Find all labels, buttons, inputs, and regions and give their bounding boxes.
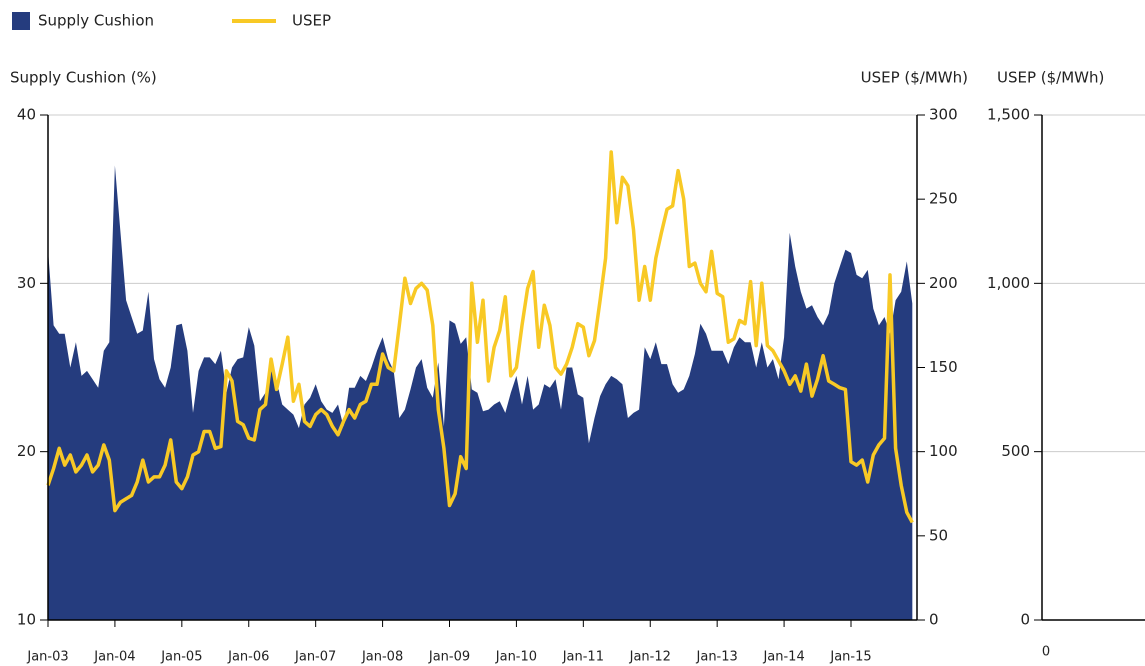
legend-label: Supply Cushion bbox=[38, 12, 154, 30]
y2-tick-label: 200 bbox=[929, 274, 958, 292]
y-tick-label: 40 bbox=[17, 106, 36, 124]
x-tick-label: Jan-04 bbox=[93, 650, 135, 665]
y-axis-title: Supply Cushion (%) bbox=[10, 69, 157, 87]
x-tick-label: Jan-14 bbox=[762, 650, 804, 665]
x-tick-label: 0 bbox=[1042, 645, 1050, 660]
x-tick-label: Jan-05 bbox=[160, 650, 202, 665]
x-tick-label: Jan-11 bbox=[562, 650, 604, 665]
y-tick-label: 10 bbox=[17, 611, 36, 629]
y2-tick-label: 150 bbox=[929, 358, 958, 376]
y2-tick-label: 50 bbox=[929, 526, 948, 544]
y2-tick-label: 0 bbox=[929, 611, 939, 629]
y-axis-title: USEP ($/MWh) bbox=[997, 69, 1104, 87]
x-tick-label: Jan-13 bbox=[696, 650, 738, 665]
y2-tick-label: 100 bbox=[929, 442, 958, 460]
y-tick-label: 500 bbox=[1001, 442, 1030, 460]
x-tick-label: Jan-12 bbox=[629, 650, 671, 665]
y2-tick-label: 250 bbox=[929, 190, 958, 208]
y2-tick-label: 300 bbox=[929, 106, 958, 124]
x-tick-label: Jan-06 bbox=[227, 650, 269, 665]
y-tick-label: 1,000 bbox=[987, 274, 1030, 292]
x-tick-label: Jan-10 bbox=[495, 650, 537, 665]
y-tick-label: 0 bbox=[1020, 611, 1030, 629]
x-tick-label: Jan-08 bbox=[361, 650, 403, 665]
y2-axis-title: USEP ($/MWh) bbox=[861, 69, 968, 87]
legend-swatch bbox=[12, 12, 30, 30]
y-tick-label: 30 bbox=[17, 274, 36, 292]
x-tick-label: Jan-03 bbox=[26, 650, 68, 665]
y-tick-label: 20 bbox=[17, 442, 36, 460]
x-tick-label: Jan-15 bbox=[829, 650, 871, 665]
x-tick-label: Jan-07 bbox=[294, 650, 336, 665]
y-tick-label: 1,500 bbox=[987, 106, 1030, 124]
area bbox=[48, 165, 913, 620]
legend-label: USEP bbox=[292, 12, 331, 30]
line bbox=[46, 150, 914, 524]
x-tick-label: Jan-09 bbox=[428, 650, 470, 665]
